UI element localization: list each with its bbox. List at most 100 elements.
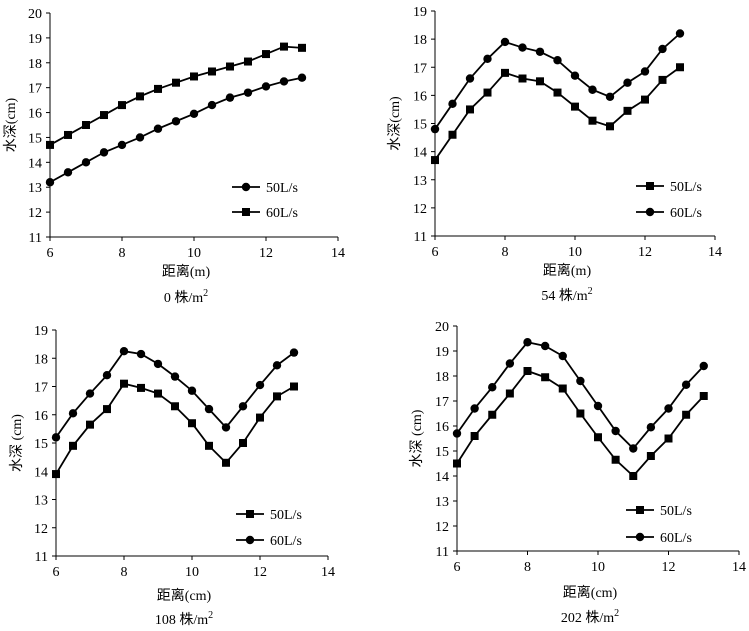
data-point <box>699 361 708 371</box>
data-point <box>699 392 708 400</box>
data-point <box>226 62 234 71</box>
data-point <box>256 413 264 422</box>
data-point <box>682 410 691 419</box>
data-point <box>500 37 510 47</box>
data-point <box>69 441 77 450</box>
data-point <box>535 47 545 56</box>
x-tick-label: 14 <box>321 565 335 580</box>
data-point <box>431 156 439 165</box>
data-point <box>646 452 655 460</box>
x-tick-label: 12 <box>253 565 267 580</box>
data-point <box>453 459 461 468</box>
x-tick-label: 6 <box>47 246 54 261</box>
data-point <box>135 133 145 142</box>
data-point <box>205 441 213 450</box>
data-point <box>208 67 216 76</box>
data-point <box>430 124 440 134</box>
data-point <box>536 77 544 86</box>
data-point <box>255 380 265 390</box>
y-tick-label: 20 <box>28 7 42 22</box>
y-tick-label: 17 <box>34 381 48 396</box>
data-point <box>470 432 479 440</box>
data-point <box>611 455 620 464</box>
data-point <box>137 383 145 392</box>
data-point <box>646 423 656 432</box>
caption-main: 0 株/m <box>164 290 203 306</box>
x-tick-label: 14 <box>331 246 345 261</box>
data-point <box>523 367 532 375</box>
x-tick-label: 12 <box>259 246 273 261</box>
y-tick-label: 18 <box>413 33 427 48</box>
data-point <box>570 71 580 80</box>
data-point <box>118 101 126 110</box>
data-point <box>488 383 497 392</box>
data-point <box>289 348 299 357</box>
data-point <box>51 433 61 442</box>
x-tick-label: 8 <box>502 245 509 260</box>
data-point <box>243 88 253 97</box>
data-point <box>298 43 306 52</box>
data-point <box>170 372 180 381</box>
data-point <box>501 68 509 77</box>
legend-entry: 50L/s <box>232 181 298 196</box>
y-tick-label: 13 <box>435 495 449 510</box>
data-point <box>86 420 94 429</box>
data-point <box>222 458 230 467</box>
y-tick-label: 15 <box>28 131 42 146</box>
legend-marker <box>636 506 644 514</box>
caption-main: 108 株/m <box>155 612 208 628</box>
data-point <box>81 158 91 167</box>
data-point <box>593 401 603 411</box>
y-tick-label: 16 <box>435 420 449 435</box>
panel-caption: 202 株/m2 <box>561 608 619 626</box>
y-tick-label: 16 <box>28 107 42 122</box>
y-tick-label: 18 <box>34 352 48 367</box>
data-point <box>63 168 73 177</box>
data-point <box>518 74 527 83</box>
data-point <box>68 409 78 418</box>
data-point <box>483 88 492 97</box>
series-circle <box>51 346 299 442</box>
data-point <box>605 92 615 101</box>
x-tick-label: 10 <box>187 246 201 261</box>
y-tick-label: 14 <box>34 465 48 480</box>
y-tick-label: 11 <box>35 550 48 565</box>
legend-marker <box>645 207 655 217</box>
y-tick-label: 17 <box>435 395 449 410</box>
data-point <box>658 75 667 84</box>
data-point <box>452 429 462 438</box>
legend-entry: 60L/s <box>236 534 302 549</box>
data-point <box>470 404 479 413</box>
x-tick-label: 14 <box>732 560 746 575</box>
y-tick-label: 15 <box>435 445 449 460</box>
data-point <box>45 178 55 187</box>
data-point <box>594 433 602 442</box>
data-point <box>100 111 108 120</box>
chart-panel-4: 11 12 13 14 15 16 17 18 19 20 6 8 10 12 14 水深 (cm) 距离(cm… <box>409 320 746 626</box>
data-point <box>448 130 457 139</box>
data-point <box>623 78 632 87</box>
data-point <box>171 402 179 411</box>
data-point <box>290 382 298 391</box>
y-tick-label: 11 <box>436 545 449 560</box>
data-point <box>279 77 289 86</box>
data-point <box>523 338 532 347</box>
legend-entry: 60L/s <box>636 206 702 221</box>
y-tick-label: 14 <box>28 156 42 171</box>
x-axis-label: 距离(m) <box>162 263 211 280</box>
chart-panel-3: 11 12 13 14 15 16 17 18 19 6 8 10 12 14 水深 (cm) 距离(cm) 1… <box>9 324 335 628</box>
legend-label: 60L/s <box>270 534 302 549</box>
data-point <box>576 376 585 386</box>
y-tick-label: 12 <box>34 522 48 537</box>
legend-label: 60L/s <box>660 531 692 546</box>
x-tick-label: 10 <box>185 565 199 580</box>
data-point <box>576 409 585 418</box>
data-point <box>675 29 685 38</box>
y-tick-label: 12 <box>28 206 42 221</box>
data-point <box>102 371 112 380</box>
data-point <box>204 404 214 414</box>
data-point <box>272 361 282 370</box>
y-tick-label: 17 <box>28 82 42 97</box>
x-axis-label: 距离(m) <box>543 262 592 279</box>
data-point <box>82 121 90 129</box>
